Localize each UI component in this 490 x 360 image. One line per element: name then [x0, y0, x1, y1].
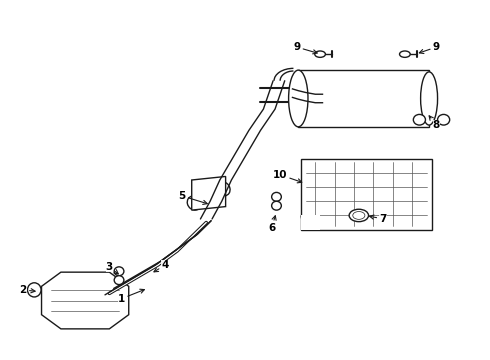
Ellipse shape: [420, 72, 438, 125]
Ellipse shape: [315, 51, 325, 57]
Text: 1: 1: [118, 289, 145, 304]
Text: 5: 5: [178, 191, 207, 204]
Text: 9: 9: [294, 42, 317, 54]
Ellipse shape: [27, 283, 41, 297]
Ellipse shape: [289, 70, 308, 127]
Bar: [298, 70, 429, 127]
PathPatch shape: [192, 176, 225, 210]
Text: 9: 9: [419, 42, 440, 54]
Text: 3: 3: [106, 262, 118, 274]
Text: 2: 2: [20, 285, 35, 295]
Text: 7: 7: [369, 214, 387, 224]
Ellipse shape: [187, 196, 201, 210]
Text: 10: 10: [272, 170, 302, 183]
Text: 4: 4: [154, 260, 169, 272]
Ellipse shape: [114, 276, 124, 284]
Ellipse shape: [399, 51, 410, 57]
Polygon shape: [301, 215, 320, 230]
Ellipse shape: [414, 114, 425, 125]
Bar: [301, 159, 432, 230]
Text: 8: 8: [429, 116, 440, 130]
Ellipse shape: [438, 114, 450, 125]
PathPatch shape: [42, 272, 129, 329]
Ellipse shape: [216, 182, 230, 196]
Ellipse shape: [271, 201, 281, 210]
Ellipse shape: [114, 267, 124, 276]
Text: 6: 6: [268, 216, 276, 233]
Ellipse shape: [349, 209, 368, 222]
Ellipse shape: [271, 192, 281, 201]
